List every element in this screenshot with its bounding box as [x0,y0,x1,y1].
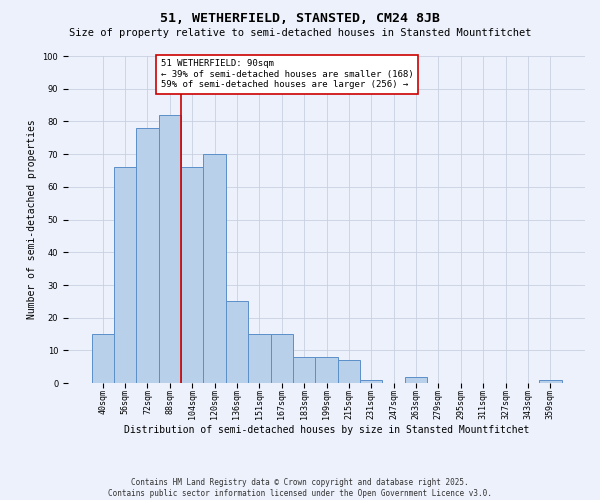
Bar [248,334,271,383]
Bar [338,360,360,383]
Y-axis label: Number of semi-detached properties: Number of semi-detached properties [27,120,37,320]
Bar [114,167,136,383]
Text: Contains HM Land Registry data © Crown copyright and database right 2025.
Contai: Contains HM Land Registry data © Crown c… [108,478,492,498]
Bar [271,334,293,383]
Bar [181,167,203,383]
Bar [293,357,316,383]
Bar [405,376,427,383]
Text: 51, WETHERFIELD, STANSTED, CM24 8JB: 51, WETHERFIELD, STANSTED, CM24 8JB [160,12,440,26]
Bar [158,115,181,383]
Bar [316,357,338,383]
Bar [136,128,158,383]
Bar [92,334,114,383]
Text: 51 WETHERFIELD: 90sqm
← 39% of semi-detached houses are smaller (168)
59% of sem: 51 WETHERFIELD: 90sqm ← 39% of semi-deta… [161,60,413,89]
Bar [203,154,226,383]
Bar [360,380,382,383]
Bar [226,302,248,383]
Text: Size of property relative to semi-detached houses in Stansted Mountfitchet: Size of property relative to semi-detach… [69,28,531,38]
Bar [539,380,562,383]
X-axis label: Distribution of semi-detached houses by size in Stansted Mountfitchet: Distribution of semi-detached houses by … [124,425,529,435]
